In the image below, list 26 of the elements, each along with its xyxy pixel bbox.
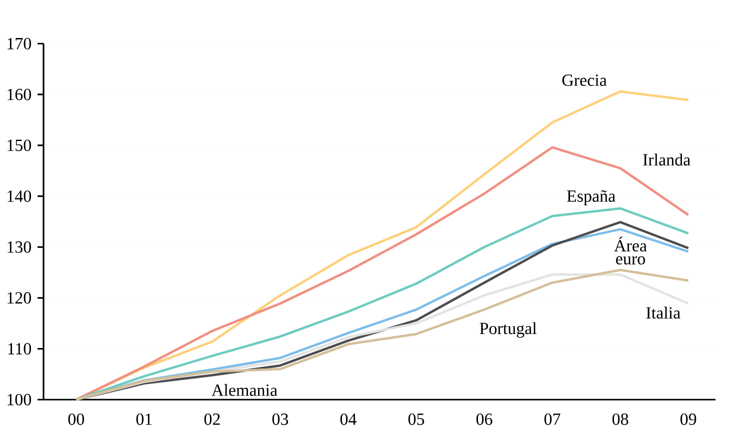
y-tick-label: 130 <box>8 242 32 253</box>
y-tick-label: 100 <box>8 394 32 406</box>
line-series <box>74 146 690 402</box>
y-tick-label: 110 <box>8 343 32 355</box>
y-tick-label: 140 <box>8 190 32 202</box>
x-tick-label: 02 <box>204 414 220 426</box>
series-label: Italia <box>646 306 680 319</box>
x-tick-label: 05 <box>408 414 424 426</box>
series-label: Grecia <box>562 74 607 86</box>
series-label: España <box>567 190 616 206</box>
x-tick-label: 07 <box>544 414 560 426</box>
x-tick-label: 09 <box>680 414 696 426</box>
x-tick-label: 03 <box>272 414 288 426</box>
series-label: Alemania <box>212 384 278 396</box>
x-tick-label: 06 <box>476 414 492 426</box>
x-tick-label: 01 <box>136 414 152 426</box>
x-tick-label: 00 <box>68 414 84 426</box>
y-tick-label: 120 <box>8 292 32 304</box>
y-tick-label: 160 <box>8 88 32 100</box>
series-label: Irlanda <box>643 154 690 166</box>
y-tick-label: 170 <box>8 38 32 50</box>
x-tick-label: 04 <box>340 414 356 426</box>
series-label: Portugal <box>480 322 537 338</box>
series-label: Área euro <box>614 236 647 265</box>
y-tick-label: 150 <box>8 140 32 152</box>
x-tick-label: 08 <box>612 414 628 426</box>
